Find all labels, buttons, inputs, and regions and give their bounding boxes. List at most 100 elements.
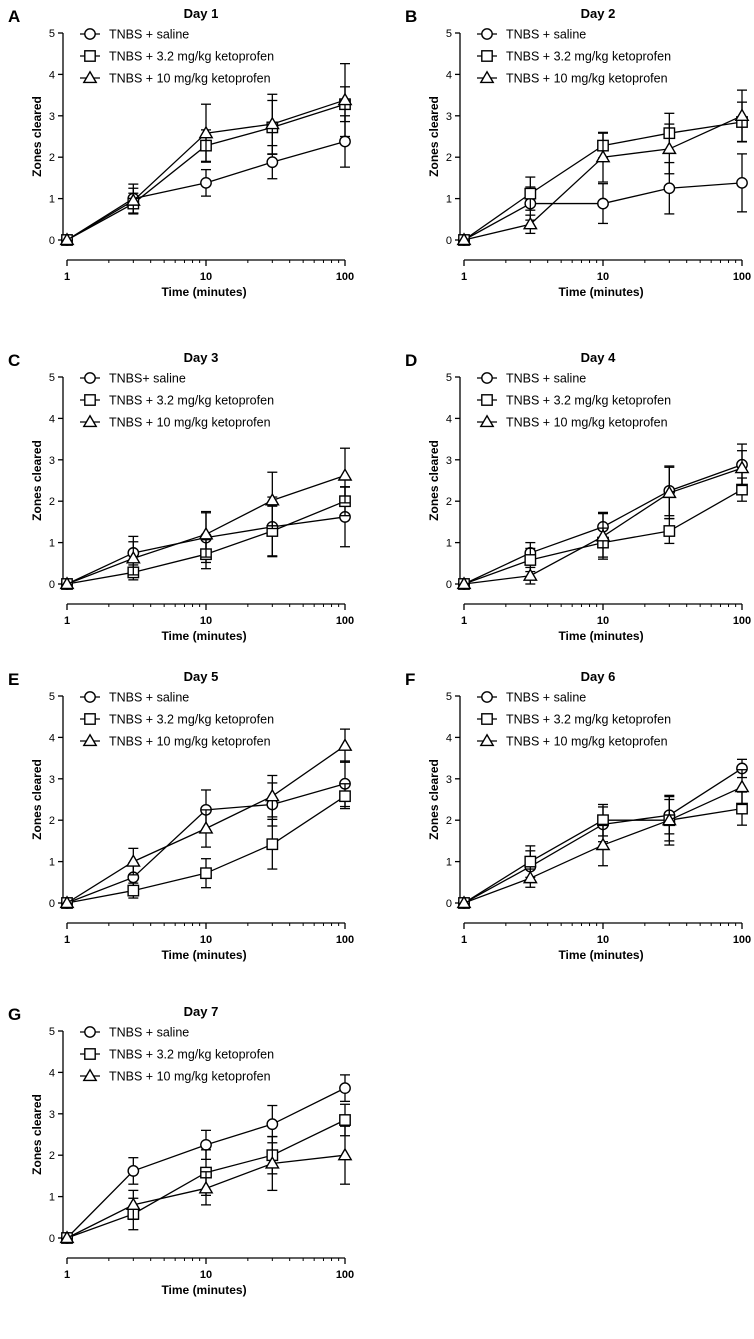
- y-tick-label: 0: [49, 235, 55, 247]
- y-tick-label: 3: [446, 455, 452, 467]
- y-tick-label: 1: [446, 538, 452, 550]
- y-tick-label: 1: [49, 194, 55, 206]
- x-tick-label: 10: [200, 271, 212, 283]
- panel-g: G Day 7 0 1 2 3 4 5 Zones cleared 1 10 100 Time (min…: [8, 1004, 354, 1297]
- legend-entry: TNBS + 10 mg/kg ketoprofen: [80, 414, 271, 430]
- y-tick-label: 5: [49, 1026, 55, 1038]
- data-point-triangle: [264, 1155, 280, 1169]
- x-tick-label: 100: [336, 1269, 354, 1281]
- y-tick-label: 4: [446, 413, 452, 425]
- x-tick-label: 10: [597, 271, 609, 283]
- legend-marker-square: [84, 713, 96, 725]
- legend-label: TNBS + 3.2 mg/kg ketoprofen: [109, 50, 274, 64]
- y-tick-label: 4: [446, 69, 452, 81]
- series-triangle: [456, 89, 750, 246]
- data-point-triangle: [595, 149, 611, 163]
- legend-label: TNBS + 3.2 mg/kg ketoprofen: [506, 50, 671, 64]
- legend-label: TNBS + 3.2 mg/kg ketoprofen: [506, 394, 671, 408]
- x-tick-label: 1: [461, 271, 467, 283]
- legend-label: TNBS + 10 mg/kg ketoprofen: [109, 1070, 271, 1084]
- data-point-circle: [597, 197, 609, 210]
- x-tick-label: 100: [336, 271, 354, 283]
- x-tick-label: 1: [64, 934, 70, 946]
- y-tick-label: 5: [446, 28, 452, 40]
- panel-label: G: [8, 1005, 21, 1024]
- x-axis-label: Time (minutes): [161, 629, 246, 643]
- y-tick-label: 3: [446, 774, 452, 786]
- y-tick-label: 3: [49, 774, 55, 786]
- panel-label: B: [405, 7, 417, 26]
- legend-label: TNBS + 10 mg/kg ketoprofen: [506, 735, 668, 749]
- x-tick-label: 100: [733, 615, 751, 627]
- y-tick-label: 4: [49, 732, 55, 744]
- y-axis-label: Zones cleared: [30, 1094, 44, 1175]
- data-point-triangle: [198, 1180, 214, 1194]
- legend-entry: TNBS + 10 mg/kg ketoprofen: [80, 70, 271, 86]
- data-point-circle: [127, 1165, 140, 1177]
- data-point-triangle: [59, 895, 75, 909]
- series-triangle: [456, 769, 750, 909]
- x-axis-label: Time (minutes): [558, 948, 643, 962]
- y-tick-label: 3: [49, 111, 55, 123]
- data-point-triangle: [264, 788, 280, 802]
- chart-title: Day 4: [581, 350, 616, 365]
- legend-entry: TNBS + 10 mg/kg ketoprofen: [80, 733, 271, 749]
- legend-label: TNBS + saline: [506, 691, 586, 705]
- data-point-square: [127, 884, 140, 897]
- legend-entry: TNBS + saline: [80, 28, 189, 42]
- x-tick-label: 100: [336, 934, 354, 946]
- x-axis-label: Time (minutes): [558, 629, 643, 643]
- x-axis-label: Time (minutes): [161, 1283, 246, 1297]
- data-point-triangle: [522, 216, 538, 230]
- x-tick-label: 10: [200, 615, 212, 627]
- panel-d: D Day 4 0 1 2 3 4 5 Zones cleared 1 10 100 Time (min…: [405, 350, 751, 643]
- data-point-square: [524, 187, 537, 200]
- x-tick-label: 1: [461, 934, 467, 946]
- x-tick-label: 100: [733, 271, 751, 283]
- legend-marker-circle: [84, 1026, 96, 1038]
- legend-entry: TNBS + 10 mg/kg ketoprofen: [477, 414, 668, 430]
- y-tick-label: 3: [49, 455, 55, 467]
- data-point-triangle: [661, 812, 677, 826]
- legend-marker-circle: [481, 691, 493, 703]
- data-point-square: [524, 855, 537, 868]
- data-point-triangle: [125, 1197, 141, 1211]
- legend-label: TNBS + saline: [109, 28, 189, 42]
- legend-label: TNBS + 10 mg/kg ketoprofen: [109, 72, 271, 86]
- series-triangle: [59, 62, 353, 246]
- legend-entry: TNBS + 3.2 mg/kg ketoprofen: [477, 50, 671, 64]
- legend-entry: TNBS+ saline: [80, 372, 186, 386]
- legend-marker-triangle: [82, 733, 98, 747]
- panel-label: D: [405, 351, 417, 370]
- data-point-triangle: [456, 895, 472, 909]
- y-tick-label: 0: [446, 235, 452, 247]
- series-triangle: [59, 1125, 353, 1244]
- y-tick-label: 0: [49, 898, 55, 910]
- legend-marker-circle: [481, 372, 493, 384]
- legend-entry: TNBS + 3.2 mg/kg ketoprofen: [80, 50, 274, 64]
- data-point-triangle: [59, 232, 75, 246]
- y-tick-label: 2: [446, 496, 452, 508]
- data-point-triangle: [522, 870, 538, 884]
- y-tick-label: 2: [446, 815, 452, 827]
- x-tick-label: 10: [200, 1269, 212, 1281]
- legend-entry: TNBS + 10 mg/kg ketoprofen: [80, 1068, 271, 1084]
- data-point-triangle: [337, 1147, 353, 1161]
- data-point-square: [339, 1114, 351, 1126]
- panel-label: C: [8, 351, 20, 370]
- legend-label: TNBS + 10 mg/kg ketoprofen: [109, 416, 271, 430]
- x-axis-label: Time (minutes): [161, 285, 246, 299]
- chart-title: Day 3: [184, 350, 219, 365]
- data-point-triangle: [198, 125, 214, 139]
- legend-entry: TNBS + 3.2 mg/kg ketoprofen: [80, 713, 274, 727]
- data-point-square: [266, 838, 279, 851]
- data-point-triangle: [59, 1230, 75, 1244]
- data-point-triangle: [125, 854, 141, 867]
- legend-entry: TNBS + 10 mg/kg ketoprofen: [477, 733, 668, 749]
- y-tick-label: 5: [49, 691, 55, 703]
- y-tick-label: 2: [49, 152, 55, 164]
- chart-title: Day 2: [581, 6, 616, 21]
- data-point-triangle: [456, 576, 472, 590]
- y-tick-label: 1: [49, 538, 55, 550]
